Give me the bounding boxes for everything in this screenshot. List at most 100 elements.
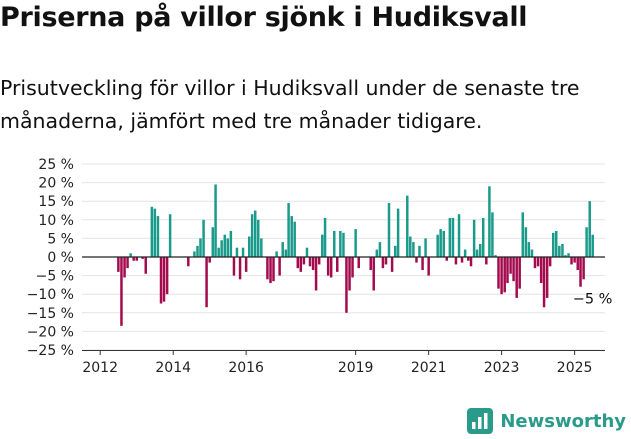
bar — [524, 227, 528, 257]
bar — [278, 257, 281, 276]
bar — [555, 230, 558, 257]
bar — [339, 230, 342, 257]
bar — [208, 257, 211, 263]
bar — [500, 257, 503, 295]
bar — [290, 216, 293, 257]
bar — [256, 219, 260, 257]
bar — [308, 257, 312, 267]
bar — [512, 257, 515, 282]
bar — [287, 203, 290, 257]
bar — [357, 257, 360, 269]
bar — [369, 257, 372, 271]
bar — [241, 247, 245, 257]
bar — [536, 257, 540, 267]
chart-title: Priserna på villor sjönk i Hudiksvall — [0, 2, 528, 33]
bar — [165, 257, 169, 295]
chart-subtitle: Prisutveckling för villor i Hudiksvall u… — [0, 76, 580, 133]
bar — [478, 243, 482, 257]
bar — [248, 236, 251, 257]
bar — [466, 257, 470, 261]
bar — [150, 206, 154, 257]
bar — [515, 257, 518, 298]
bar — [439, 229, 442, 257]
bar — [442, 230, 445, 257]
bar — [275, 251, 278, 257]
bar — [354, 229, 357, 257]
bar — [427, 257, 430, 276]
bar — [485, 257, 488, 265]
bar — [573, 257, 576, 263]
bar — [199, 238, 202, 257]
bar — [564, 255, 567, 257]
bar — [521, 212, 525, 257]
bar — [193, 251, 196, 257]
bar — [552, 232, 555, 257]
bar — [545, 257, 549, 298]
y-tick-label: 20 % — [38, 176, 74, 192]
bar — [299, 257, 303, 272]
bars — [117, 184, 594, 326]
bar — [226, 238, 230, 257]
bar — [561, 243, 564, 257]
bar — [558, 245, 561, 257]
bar — [302, 257, 306, 265]
bar — [305, 247, 309, 257]
bar — [518, 257, 521, 289]
bar — [269, 257, 272, 284]
bar — [412, 242, 415, 257]
bar — [387, 203, 391, 257]
bar — [375, 249, 379, 257]
bar-chart-logo-icon — [467, 408, 494, 434]
latest-value-annotation: −5 % — [573, 292, 613, 308]
bar — [351, 257, 354, 278]
bar — [409, 236, 412, 257]
bar — [579, 257, 582, 287]
bar — [217, 247, 220, 257]
bar — [457, 214, 461, 257]
bar — [418, 245, 421, 257]
bar — [141, 257, 144, 259]
bar — [497, 257, 500, 289]
y-tick-label: −20 % — [27, 324, 74, 340]
bar — [372, 257, 375, 291]
bar — [168, 214, 172, 257]
bar — [162, 257, 166, 302]
x-tick-label: 2023 — [484, 360, 520, 376]
bar — [415, 257, 418, 263]
bar — [533, 257, 537, 269]
bar — [250, 214, 254, 257]
y-tick-label: 5 % — [47, 231, 74, 247]
x-tick-label: 2021 — [411, 360, 447, 376]
bar — [244, 257, 248, 272]
bar — [129, 253, 132, 257]
bar — [311, 257, 315, 271]
bar — [323, 217, 327, 257]
bar — [348, 257, 351, 291]
bar — [481, 217, 485, 257]
y-tick-label: −10 % — [27, 287, 74, 303]
bar — [317, 257, 321, 265]
bar — [235, 247, 239, 257]
x-tick-label: 2014 — [155, 360, 191, 376]
bar — [345, 257, 348, 313]
y-tick-label: 0 % — [47, 250, 74, 266]
bar — [126, 257, 129, 269]
bar — [260, 238, 263, 257]
bar — [421, 257, 424, 271]
bar — [448, 217, 452, 257]
bar — [503, 257, 506, 293]
y-axis: 25 % 20 % 15 % 10 % 5 % 0 % −5 % −10 % −15 % −20 … — [27, 157, 74, 359]
bar — [153, 208, 157, 257]
bar — [475, 249, 479, 257]
bar — [123, 257, 126, 278]
bar — [211, 227, 215, 257]
bar — [326, 257, 330, 276]
bar — [196, 245, 199, 257]
bar — [527, 242, 531, 257]
bar — [588, 201, 591, 257]
y-tick-label: −25 % — [27, 343, 74, 359]
bar — [567, 253, 570, 257]
bar — [144, 257, 147, 274]
y-tick-label: −15 % — [27, 306, 74, 322]
x-tick-label: 2012 — [82, 360, 118, 376]
